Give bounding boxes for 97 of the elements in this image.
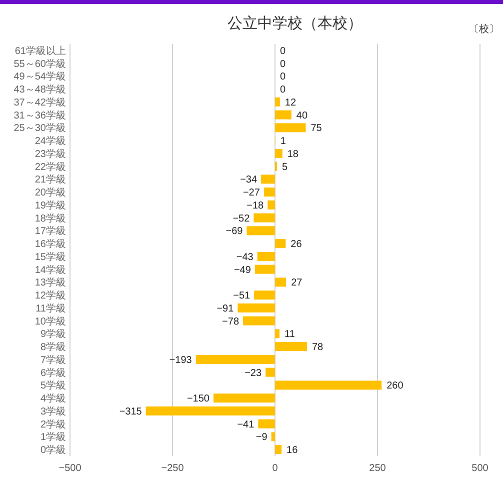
data-label: −78 [222,316,240,328]
y-tick-label: 0学級 [40,444,66,456]
bar [268,200,275,210]
y-tick-label: 24学級 [34,135,66,148]
y-tick-label: 7学級 [40,354,66,366]
bar [275,110,292,120]
data-label: 75 [310,123,322,134]
data-label: −34 [240,174,258,186]
data-label: 78 [312,342,324,354]
bar [275,239,286,248]
y-tick-label: 12学級 [34,290,66,302]
bar [243,316,275,326]
y-tick-label: 14学級 [34,264,66,276]
data-label: 1 [280,136,286,148]
bar [146,406,275,416]
y-tick-label: 22学級 [34,160,66,173]
y-tick-label: 4学級 [40,392,66,405]
bar [258,419,275,428]
y-tick-label: 2学級 [40,418,66,430]
data-label: 26 [290,239,302,250]
bar [275,380,382,390]
y-tick-label: 37～42学級 [14,96,66,108]
data-label: 0 [280,84,286,96]
data-label: 27 [291,278,303,289]
y-tick-label: 8学級 [40,341,66,354]
data-label: −9 [256,432,268,444]
bar [266,368,275,377]
y-tick-label: 55～60学級 [14,58,66,70]
bar [238,303,275,312]
bar [257,252,275,261]
y-tick-label: 23学級 [34,148,66,160]
y-tick-label: 19学級 [34,199,66,212]
data-label: 11 [284,329,296,340]
bar [214,394,275,403]
data-label: 0 [280,58,286,70]
y-tick-label: 49～54学級 [14,70,66,83]
data-label: −150 [186,394,210,405]
y-tick-label: 61学級以上 [14,44,66,57]
bar [275,329,280,338]
y-tick-label: 11学級 [36,302,66,314]
data-label: −69 [226,226,244,238]
data-label: −51 [233,290,251,302]
data-label: −91 [216,303,234,314]
data-label: −49 [234,264,252,276]
bar [275,97,280,106]
y-tick-label: 5学級 [40,380,66,392]
bar [254,290,275,300]
bar [275,278,286,287]
data-label: 5 [282,162,288,173]
y-tick-label: 3学級 [40,405,66,418]
text: 〔校〕 [469,23,499,35]
bar [264,188,275,197]
data-label: −52 [232,213,250,224]
y-tick-label: 13学級 [34,276,66,289]
chart-title: 公立中学校（本校） [228,15,362,32]
y-tick-label: 9学級 [40,328,66,340]
bar [275,445,282,454]
data-label: −315 [119,406,142,418]
data-label: −193 [169,354,192,366]
y-tick-label: 10学級 [34,315,66,328]
y-tick-label: 25～30学級 [14,122,66,134]
y-tick-label: 31～36学級 [14,109,66,122]
x-tick-label: −250 [161,463,184,474]
bar [261,174,275,184]
y-tick-label: 18学級 [34,212,66,224]
data-label: −23 [244,368,262,379]
y-tick-label: 21学級 [34,174,66,186]
data-label: −18 [246,200,264,212]
x-tick-label: 500 [472,463,489,474]
x-tick-label: 0 [272,463,278,474]
data-label: 12 [284,97,296,108]
y-tick-label: 43～48学級 [14,84,66,96]
y-tick-label: 6学級 [40,366,66,379]
data-label: 18 [287,148,299,160]
data-label: 40 [296,110,308,122]
y-tick-label: 20学級 [34,186,66,199]
data-label: −27 [242,188,260,199]
data-label: 0 [280,72,286,83]
data-label: 16 [286,445,298,456]
bar [246,226,275,236]
bar [275,342,307,352]
bar [254,213,275,222]
data-label: 260 [386,380,404,392]
data-label: −43 [236,252,254,263]
bar [196,354,275,364]
y-tick-label: 17学級 [34,225,66,238]
y-tick-label: 15学級 [34,250,66,263]
y-tick-label: 16学級 [34,238,66,250]
bar [275,123,306,132]
x-tick-label: −500 [58,463,82,474]
x-tick-label: 250 [369,463,386,474]
bar [275,148,282,158]
bar [271,432,275,442]
data-label: 0 [280,46,286,57]
bar [254,264,275,274]
data-label: −41 [237,419,255,430]
y-tick-label: 1学級 [40,431,66,444]
